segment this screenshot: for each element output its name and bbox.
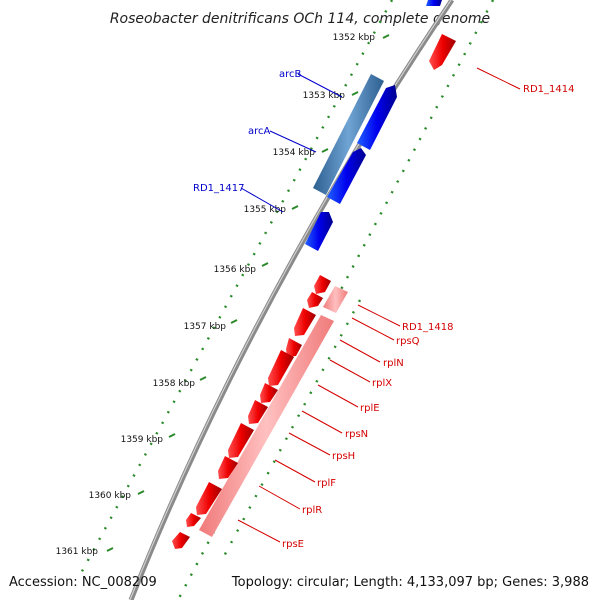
tick-1357: 1357 kbp [184,319,238,332]
gene-arrow-arca[interactable] [327,148,366,204]
tick-1359: 1359 kbp [121,433,176,445]
gene-arrow-rplr[interactable] [218,456,238,479]
gene-arrow-arcb[interactable] [357,85,397,150]
leader-rplx [329,359,371,383]
gene-label-arca: arcA [248,126,271,137]
topology-text: Topology: circular; Length: 4,133,097 bp… [231,575,589,590]
genome-backbone-highlight [129,0,452,600]
tick-1360: 1360 kbp [89,490,145,501]
tick-label: 1357 kbp [184,322,227,332]
tick-label: 1353 kbp [303,91,346,101]
gene-label-rpse: rpsE [282,539,304,550]
gene-arrow-rd1-1417[interactable] [305,212,333,251]
leader-rd1-1414 [476,67,521,90]
gene-label-rd1-1418: RD1_1418 [402,322,453,333]
leader-rpsh [288,432,331,456]
leader-rpsn [301,410,343,434]
gene-label-rpln: rplN [383,358,404,369]
leader-arca [269,130,317,153]
leader-rplf [274,459,316,483]
gene-label-rple: rplE [360,403,380,414]
tick-label: 1359 kbp [121,435,164,445]
map-title: Roseobacter denitrificans OCh 114, compl… [110,11,490,27]
tick-label: 1354 kbp [273,148,316,158]
gene-label-rplr: rplR [302,505,322,516]
gene-arrow-forward-partial[interactable] [426,0,442,6]
tick-1358: 1358 kbp [153,376,207,389]
leader-rpln [339,339,381,363]
gene-arrow-rpsq[interactable] [307,292,323,308]
leader-rplr [258,485,301,510]
tick-label: 1358 kbp [153,379,196,389]
tick-label: 1355 kbp [244,205,287,215]
leader-rpsq [351,317,395,341]
gene-arrow-rpsf[interactable] [196,482,222,515]
gene-label-rd1-1414: RD1_1414 [523,84,574,95]
gene-label-rpsh: rpsH [332,451,355,462]
accession-text: Accession: NC_008209 [9,575,157,590]
gene-arrow-rpll[interactable] [186,513,201,527]
tick-1353: 1353 kbp [303,91,359,101]
gene-label-rpsn: rpsN [345,429,368,440]
gene-arrow-rd1-1418[interactable] [314,275,331,294]
gene-label-rd1-1417: RD1_1417 [193,183,244,194]
operon-bar-forward[interactable] [313,74,384,195]
leader-rd1-1417 [240,187,284,213]
tick-label: 1356 kbp [214,265,257,275]
leader-rpse [237,519,281,543]
gene-arrow-rplx[interactable] [286,338,302,357]
gene-arrow-rpse[interactable] [172,532,190,549]
gene-label-rplx: rplX [372,378,392,389]
operon-bar-reverse-upper[interactable] [323,286,348,313]
leader-arcb [297,73,343,98]
genome-backbone [128,0,455,600]
gene-arrow-rple[interactable] [268,350,294,386]
tick-1355: 1355 kbp [244,205,299,215]
gene-arrow-rd1-1414[interactable] [429,34,456,70]
tick-1352: 1352 kbp [333,33,390,43]
leader-rple [317,384,359,408]
operon-bar-reverse-lower[interactable] [199,315,334,537]
gene-arrow-rpsh[interactable] [248,400,268,424]
tick-1356: 1356 kbp [214,262,269,275]
gene-label-rpsq: rpsQ [396,336,420,347]
tick-1361: 1361 kbp [56,547,114,557]
gene-arrow-rpsn[interactable] [260,383,278,403]
leader-rd1-1418 [357,304,401,327]
tick-label: 1361 kbp [56,547,99,557]
tick-label: 1352 kbp [333,33,376,43]
gene-arrow-rplf[interactable] [228,423,254,458]
gene-label-rplf: rplF [317,478,336,489]
gene-arrow-rpln[interactable] [294,308,316,336]
tick-label: 1360 kbp [89,491,132,501]
gene-label-arcb: arcB [279,69,302,80]
tick-1354: 1354 kbp [273,148,329,158]
